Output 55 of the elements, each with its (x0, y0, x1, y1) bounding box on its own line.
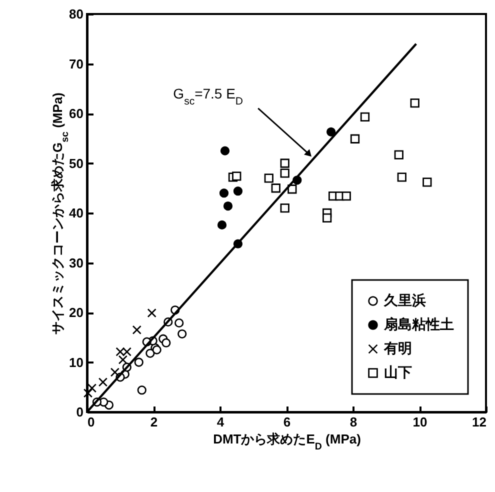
point (217, 220, 227, 230)
point (134, 358, 144, 367)
point (162, 338, 171, 348)
x-tick-label: 10 (412, 414, 428, 430)
point (87, 384, 97, 393)
point (118, 355, 128, 364)
point (271, 184, 280, 193)
point (326, 127, 336, 136)
point (146, 348, 155, 358)
y-tick-label: 30 (69, 255, 84, 270)
point (397, 172, 406, 182)
legend-label: 有明 (383, 340, 412, 356)
point (132, 325, 142, 334)
point (322, 213, 332, 223)
point (223, 201, 233, 211)
point (280, 203, 290, 213)
point (220, 146, 230, 156)
point (178, 329, 187, 338)
point (219, 188, 229, 198)
point (83, 388, 93, 398)
point (110, 368, 120, 377)
x-tick-label: 6 (283, 414, 291, 430)
x-tick-label: 0 (88, 414, 95, 430)
y-tick-label: 60 (69, 106, 84, 121)
point (98, 378, 108, 387)
y-tick-label: 40 (69, 206, 84, 220)
annotation: G$_{sc}$=7.5 E$_{D}$ (173, 85, 244, 108)
point (342, 192, 351, 201)
x-tick-label: 12 (472, 414, 486, 430)
y-tick-label: 0 (76, 404, 84, 420)
point (264, 174, 274, 183)
point (280, 168, 290, 178)
y-tick-label: 50 (69, 156, 84, 171)
point (280, 158, 290, 168)
x-tick-label: 4 (216, 414, 225, 430)
x-axis-title: DMTから求めたE$_{D}$ (MPa) (213, 432, 361, 452)
x-tick-label: 8 (350, 414, 358, 430)
legend-label: 久里浜 (383, 292, 426, 308)
point (232, 172, 242, 181)
point (394, 150, 404, 160)
y-tick-label: 70 (69, 56, 84, 72)
point (350, 134, 360, 144)
point (147, 308, 156, 318)
y-tick-label: 10 (69, 354, 84, 370)
x-tick-label: 2 (150, 414, 158, 430)
legend-label: 扇島粘性土 (383, 316, 454, 332)
point (174, 318, 184, 328)
y-tick-label: 80 (69, 6, 84, 22)
point (410, 98, 420, 108)
point (137, 386, 146, 395)
point (360, 112, 370, 122)
point (422, 178, 432, 187)
point (233, 186, 243, 196)
legend-label: 山下 (384, 364, 412, 380)
y-tick-label: 20 (69, 305, 84, 320)
